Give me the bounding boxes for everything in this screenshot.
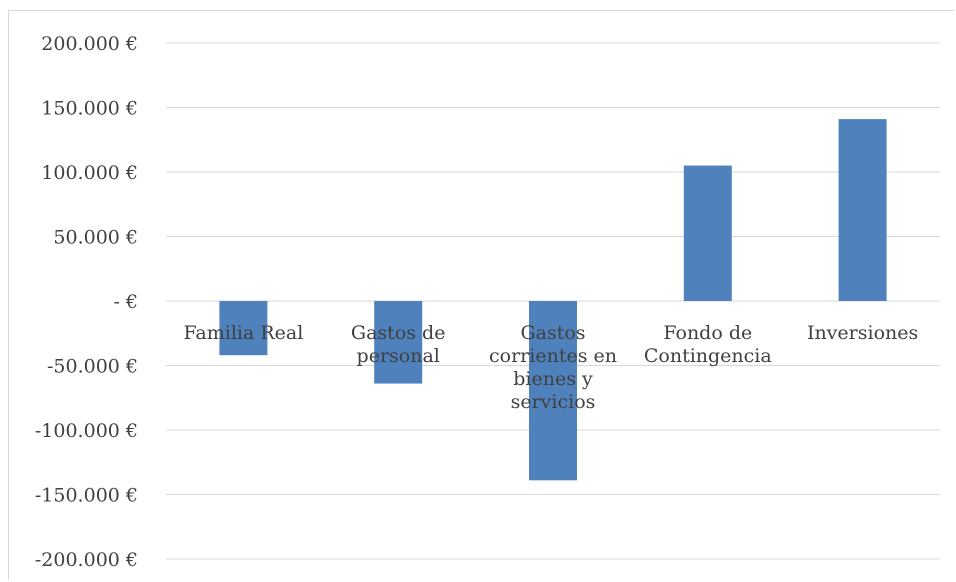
bar — [529, 301, 577, 481]
category-label: Gastos corrientes en bienes y servicios — [489, 322, 617, 413]
bar — [219, 301, 268, 356]
bar — [838, 119, 887, 301]
category-label: Fondo de Contingencia — [644, 322, 772, 367]
bars — [219, 119, 887, 481]
category-label-line: corrientes en — [489, 345, 617, 367]
category-labels: Familia Real Gastos de personal Gastos corri… — [184, 322, 919, 413]
category-label-line: personal — [357, 345, 440, 367]
category-label-line: Fondo de — [663, 322, 752, 344]
category-label-line: Inversiones — [807, 322, 918, 344]
category-label: Inversiones — [807, 322, 918, 344]
category-label-line: Gastos — [520, 322, 585, 344]
chart-frame — [8, 10, 954, 580]
y-tick-label: 200.000 € — [41, 33, 138, 55]
bar — [683, 165, 732, 301]
y-tick-label: -150.000 € — [35, 485, 138, 507]
y-tick-label: 100.000 € — [41, 162, 138, 184]
category-label-line: servicios — [511, 391, 596, 413]
y-tick-label: 150.000 € — [41, 98, 138, 120]
y-tick-label: -200.000 € — [35, 549, 138, 571]
category-label-line: Familia Real — [184, 322, 304, 344]
category-label-line: Contingencia — [644, 345, 772, 367]
category-label: Gastos de personal — [351, 322, 446, 367]
y-tick-label: 50.000 € — [53, 227, 138, 249]
y-axis-tick-labels: 200.000 € 150.000 € 100.000 € 50.000 € - € -5… — [35, 33, 138, 571]
category-label-line: bienes y — [513, 368, 593, 390]
y-tick-label: -50.000 € — [47, 356, 138, 378]
y-tick-label: -100.000 € — [35, 420, 138, 442]
category-label: Familia Real — [184, 322, 304, 344]
y-tick-label: - € — [113, 291, 138, 313]
bar — [374, 301, 423, 384]
category-label-line: Gastos de — [351, 322, 446, 344]
